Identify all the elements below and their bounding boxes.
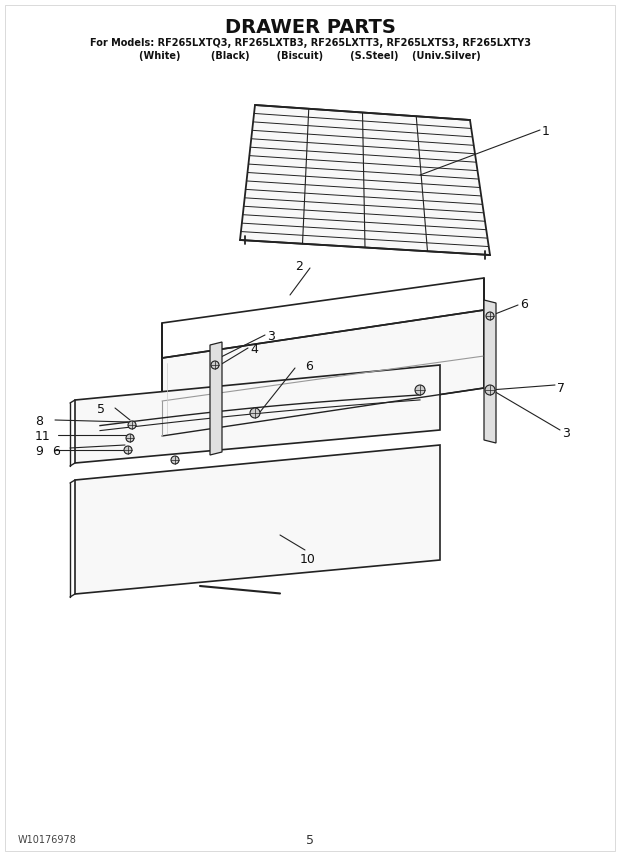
Text: (White)         (Black)        (Biscuit)        (S.Steel)    (Univ.Silver): (White) (Black) (Biscuit) (S.Steel) (Uni…	[139, 51, 481, 61]
Text: 3: 3	[562, 427, 570, 440]
Circle shape	[415, 385, 425, 395]
Text: 7: 7	[557, 382, 565, 395]
Circle shape	[128, 421, 136, 429]
Text: 4: 4	[250, 343, 258, 356]
Text: 9: 9	[35, 445, 43, 458]
Text: 6: 6	[520, 298, 528, 311]
Text: 10: 10	[300, 553, 316, 566]
Polygon shape	[162, 310, 484, 436]
Circle shape	[486, 312, 494, 320]
Text: 3: 3	[267, 330, 275, 343]
Circle shape	[250, 408, 260, 418]
Polygon shape	[240, 105, 490, 255]
Circle shape	[124, 446, 132, 454]
Text: 6: 6	[305, 360, 313, 373]
Circle shape	[126, 434, 134, 442]
Text: 5: 5	[306, 834, 314, 847]
Text: eReplacementParts.com: eReplacementParts.com	[242, 475, 378, 485]
Polygon shape	[210, 342, 222, 455]
Text: For Models: RF265LXTQ3, RF265LXTB3, RF265LXTT3, RF265LXTS3, RF265LXTY3: For Models: RF265LXTQ3, RF265LXTB3, RF26…	[89, 38, 531, 48]
Text: 6: 6	[52, 445, 60, 458]
Circle shape	[211, 361, 219, 369]
Polygon shape	[75, 445, 440, 594]
Text: 5: 5	[97, 403, 105, 416]
Circle shape	[485, 385, 495, 395]
Polygon shape	[75, 365, 440, 463]
Circle shape	[171, 456, 179, 464]
Text: DRAWER PARTS: DRAWER PARTS	[224, 18, 396, 37]
Text: 2: 2	[295, 260, 303, 273]
Text: 11: 11	[35, 430, 51, 443]
Text: 8: 8	[35, 415, 43, 428]
Text: 1: 1	[542, 125, 550, 138]
Polygon shape	[484, 300, 496, 443]
Text: W10176978: W10176978	[18, 835, 77, 845]
